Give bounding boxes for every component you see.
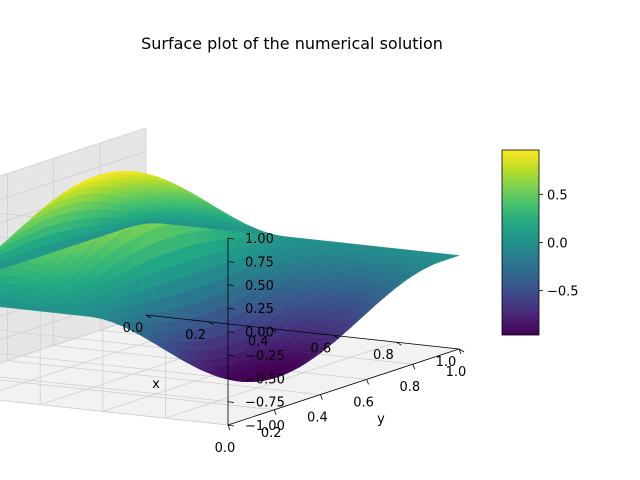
colorbar-tick-label: 0.5 — [547, 188, 568, 203]
z-tick-mark — [227, 237, 235, 240]
z-tick-label: 1.00 — [245, 232, 274, 247]
y-axis-line — [227, 348, 460, 426]
z-tick-mark — [227, 260, 235, 263]
colorbar-tick-label: −0.5 — [547, 285, 579, 300]
y-tick-mark — [273, 409, 277, 415]
gridline-y — [0, 379, 275, 411]
x-axis-label: x — [152, 377, 160, 392]
y-tick-label: 0.6 — [353, 395, 374, 410]
z-tick-label: 0.25 — [245, 302, 274, 317]
y-tick-label: 0.4 — [307, 411, 328, 426]
y-tick-mark — [412, 364, 416, 370]
z-tick-mark — [227, 284, 235, 287]
y-tick-mark — [366, 379, 369, 385]
z-tick-mark — [227, 424, 235, 427]
y-axis-label: y — [377, 412, 385, 427]
x-axis-line — [145, 314, 460, 350]
z-tick-mark — [227, 377, 235, 380]
y-tick-mark — [320, 394, 323, 400]
x-tick-mark — [208, 321, 214, 326]
surface-face — [447, 254, 460, 258]
y-tick-label: 1.0 — [446, 365, 467, 380]
surface-mesh — [0, 171, 460, 382]
z-tick-mark — [227, 354, 235, 357]
x-tick-mark — [333, 335, 340, 339]
x-tick-label: 0.4 — [248, 335, 269, 350]
tick-labels: 0.0 0.2 0.4 0.6 0.8 1.0 0.0 0.2 0.4 0.6 0.8 1.0 −1.0… — [123, 232, 467, 456]
z-tick-label: −0.50 — [245, 372, 285, 387]
colorbar-ticks: −0.5 0.0 0.5 — [539, 188, 579, 300]
x-tick-label: 1.0 — [436, 355, 457, 370]
x-tick-mark — [145, 314, 152, 319]
z-tick-mark — [227, 307, 235, 310]
x-tick-label: 0.8 — [373, 348, 394, 363]
z-tick-label: −0.25 — [245, 349, 285, 364]
colorbar: −0.5 0.0 0.5 — [501, 149, 579, 336]
y-tick-label: 0.0 — [215, 441, 236, 456]
gridline-z — [0, 291, 229, 403]
z-tick-mark — [227, 331, 235, 333]
z-tick-mark — [227, 401, 235, 404]
x-tick-label: 0.0 — [123, 321, 144, 336]
z-tick-label: −1.00 — [245, 419, 285, 434]
y-tick-mark — [458, 348, 462, 355]
x-tick-mark — [270, 328, 277, 332]
z-tick-label: 0.00 — [245, 326, 274, 341]
z-tick-label: 0.50 — [245, 279, 274, 294]
x-tick-label: 0.6 — [310, 341, 331, 356]
colorbar-gradient — [501, 149, 540, 336]
gridline-z — [0, 314, 229, 426]
x-tick-label: 0.2 — [185, 328, 206, 343]
z-tick-label: −0.75 — [245, 396, 285, 411]
y-tick-label: 0.2 — [261, 426, 282, 441]
gridline-x — [0, 321, 209, 391]
x-tick-mark — [458, 348, 465, 353]
x-tick-mark — [396, 341, 402, 346]
colorbar-tick-label: 0.0 — [547, 237, 568, 252]
y-tick-label: 0.8 — [399, 380, 420, 395]
y-tick-mark — [227, 424, 231, 431]
chart-title: Surface plot of the numerical solution — [141, 34, 443, 53]
z-tick-label: 0.75 — [245, 255, 274, 270]
